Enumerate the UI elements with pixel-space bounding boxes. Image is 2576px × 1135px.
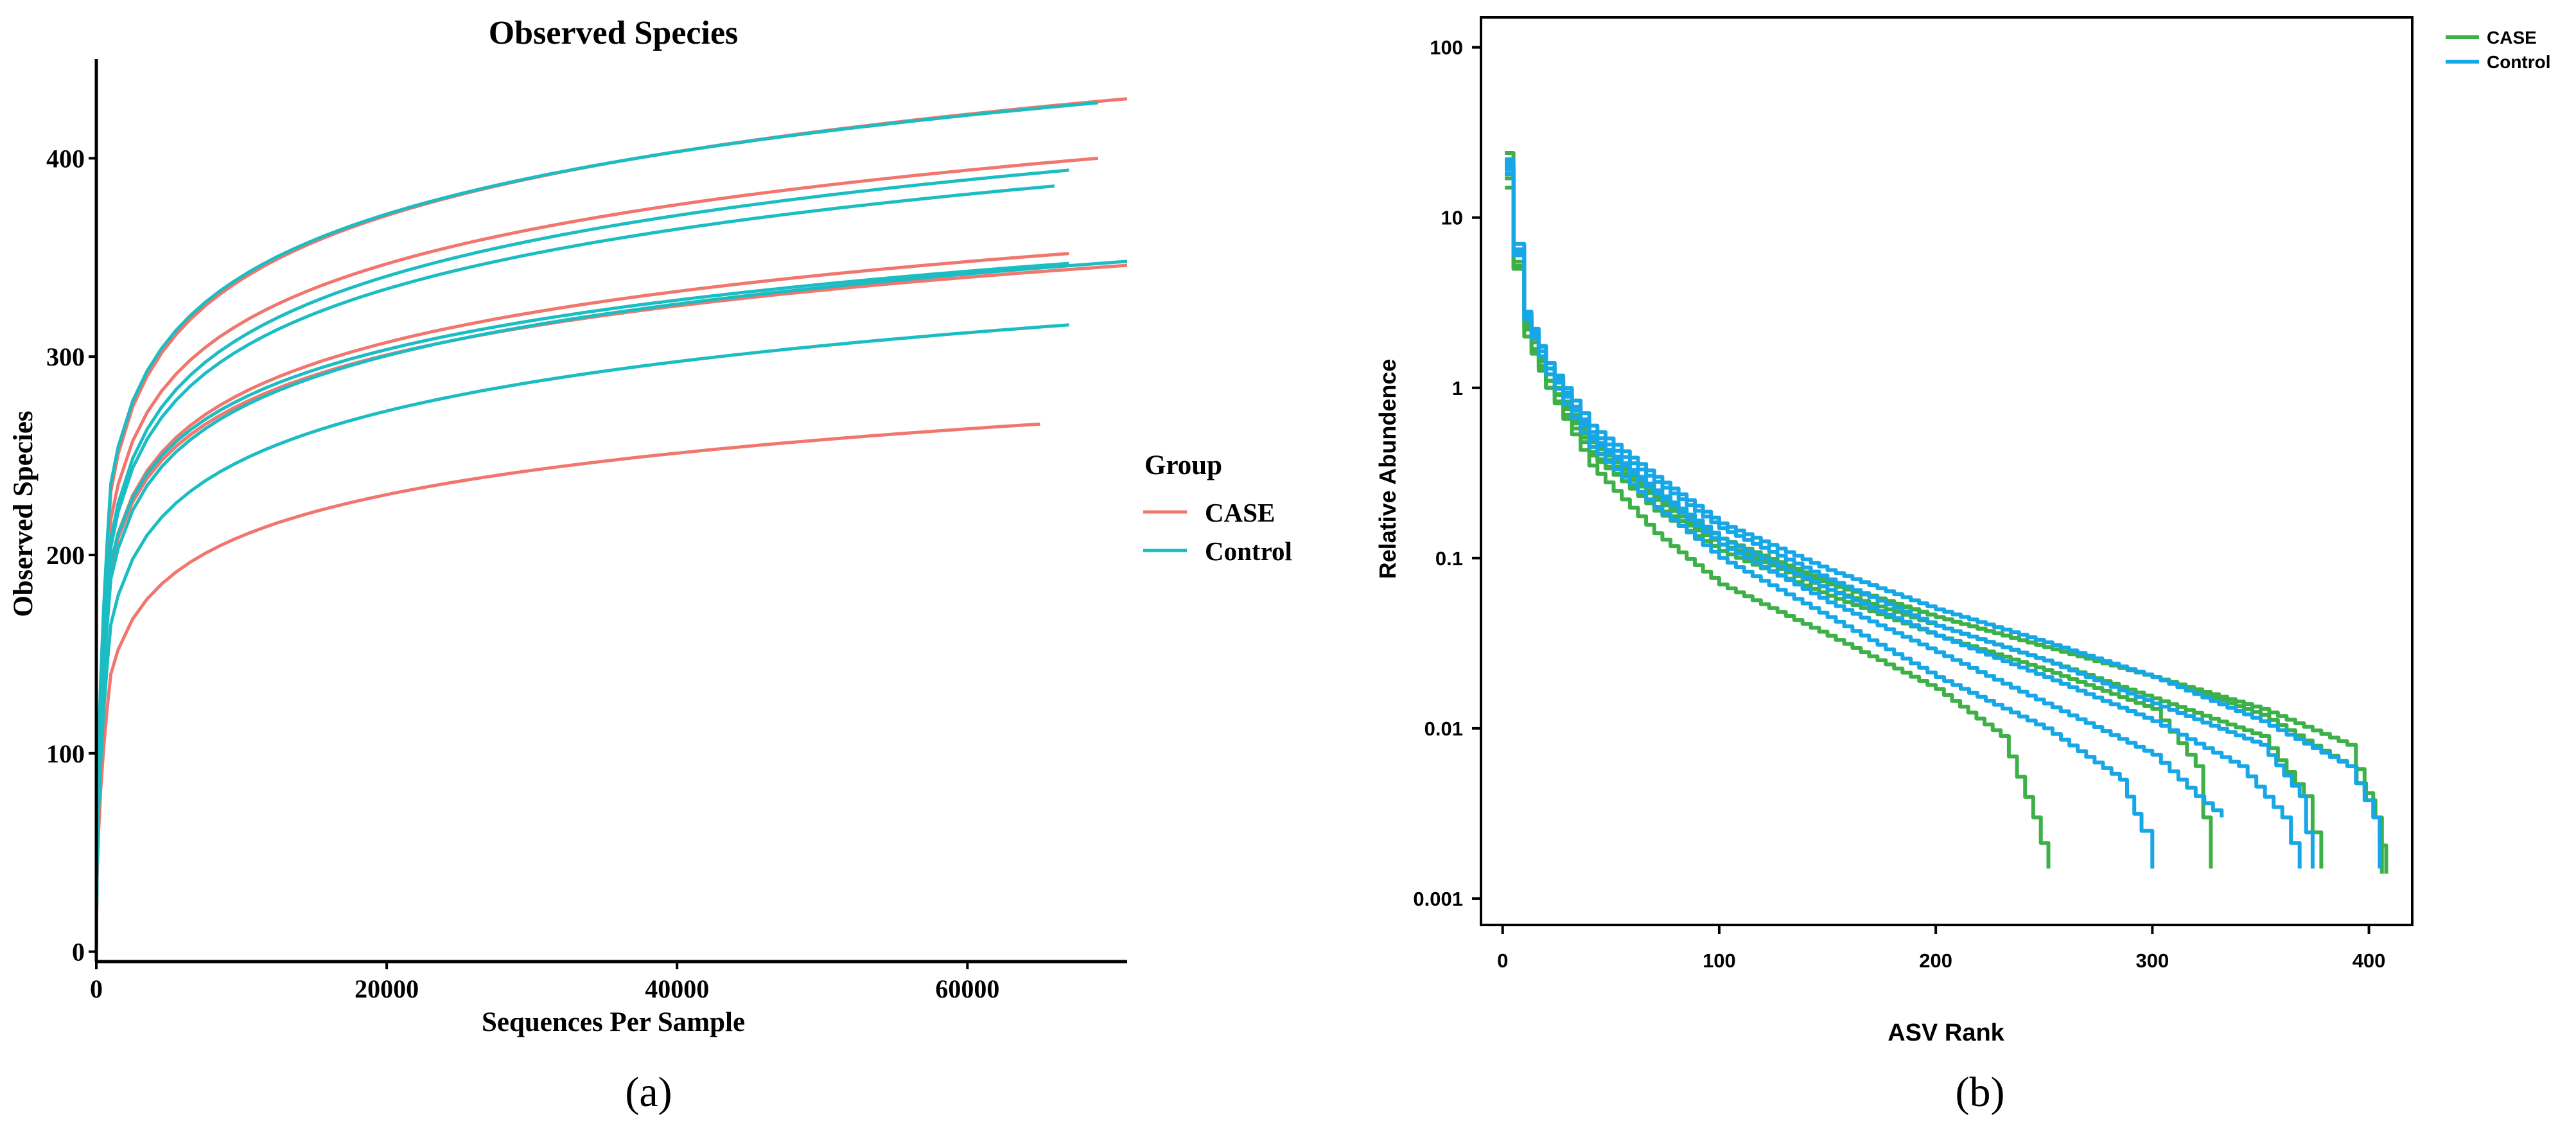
chart-a-y-label: Observed Species [8, 410, 39, 617]
chart-b-series-case-1 [1505, 164, 2213, 869]
chart-a-series-control-7 [94, 184, 1055, 952]
chart-a-y-ticks: 0 100 200 300 400 [46, 144, 96, 967]
chart-b-series-group [1505, 151, 2388, 874]
rarefaction-chart: Observed Species 0 100 200 300 400 0 20000 400… [8, 15, 1292, 1116]
legend-a-title: Group [1144, 450, 1222, 480]
chart-b-y-tick-label: 0.001 [1413, 888, 1463, 910]
chart-a-legend: Group CASE Control [1143, 450, 1292, 566]
legend-a-control-label: Control [1205, 536, 1292, 566]
chart-a-x-ticks: 0 20000 40000 60000 [90, 962, 999, 1003]
chart-a-x-tick-label: 0 [90, 974, 103, 1003]
chart-b-series-case-4 [1505, 186, 2388, 874]
chart-a-series-control-10 [94, 323, 1069, 952]
panel-a-label: (a) [625, 1069, 672, 1116]
rank-abundance-chart: 0.001 0.01 0.1 1 10 100 0 100 200 300 400 ASV Ran… [1374, 16, 2551, 1116]
chart-b-x-tick-label: 0 [1497, 949, 1508, 972]
chart-b-series-control-5 [1505, 168, 2155, 869]
chart-b-frame [1480, 16, 2414, 926]
panel-b-label: (b) [1956, 1069, 2005, 1116]
chart-a-y-tick-label: 300 [46, 342, 85, 371]
chart-b-series-case-3 [1505, 176, 2384, 874]
chart-a-series-case-4 [94, 422, 1040, 952]
chart-b-series-case-2 [1505, 172, 2324, 869]
chart-b-y-tick-label: 0.1 [1435, 547, 1463, 570]
chart-a-series-control-8 [94, 261, 1069, 952]
chart-b-y-tick-label: 100 [1430, 37, 1463, 59]
legend-b-case-label: CASE [2487, 28, 2537, 48]
chart-a-y-tick-label: 0 [72, 938, 85, 967]
chart-b-x-tick-label: 300 [2135, 949, 2169, 972]
legend-b-control-label: Control [2487, 52, 2551, 72]
chart-a-series-control-5 [94, 101, 1099, 952]
chart-b-y-ticks: 0.001 0.01 0.1 1 10 100 [1413, 37, 1481, 910]
chart-b-x-tick-label: 200 [1919, 949, 1952, 972]
chart-a-x-tick-label: 20000 [355, 974, 419, 1003]
chart-a-series-case-3 [94, 263, 1128, 952]
chart-a-title: Observed Species [489, 15, 739, 51]
chart-b-series-case-0 [1505, 151, 2051, 869]
chart-a-series-case-2 [94, 252, 1069, 952]
chart-a-series-control-9 [94, 260, 1128, 952]
chart-a-series-group [94, 97, 1128, 952]
chart-b-series-control-6 [1505, 161, 2224, 818]
chart-b-y-label: Relative Abundence [1374, 359, 1401, 579]
chart-b-series-control-9 [1505, 172, 2382, 869]
chart-a-x-label: Sequences Per Sample [482, 1007, 745, 1037]
chart-b-x-label: ASV Rank [1888, 1019, 2004, 1046]
chart-a-series-case-1 [94, 156, 1099, 952]
chart-b-series-control-7 [1505, 157, 2302, 869]
chart-b-x-ticks: 0 100 200 300 400 [1497, 925, 2385, 972]
chart-b-x-tick-label: 100 [1703, 949, 1736, 972]
chart-b-x-tick-label: 400 [2353, 949, 2386, 972]
chart-b-y-tick-label: 1 [1452, 377, 1463, 400]
chart-a-y-tick-label: 200 [46, 541, 85, 570]
chart-b-y-tick-label: 10 [1441, 207, 1463, 229]
chart-b-legend: CASE Control [2446, 28, 2551, 72]
chart-a-y-tick-label: 400 [46, 144, 85, 173]
legend-a-case-label: CASE [1205, 498, 1275, 527]
chart-a-y-tick-label: 100 [46, 739, 85, 768]
chart-a-series-control-6 [94, 168, 1069, 952]
chart-b-series-control-8 [1505, 164, 2315, 869]
chart-b-y-tick-label: 0.01 [1424, 717, 1463, 740]
chart-a-x-tick-label: 60000 [935, 974, 999, 1003]
chart-a-x-tick-label: 40000 [645, 974, 709, 1003]
